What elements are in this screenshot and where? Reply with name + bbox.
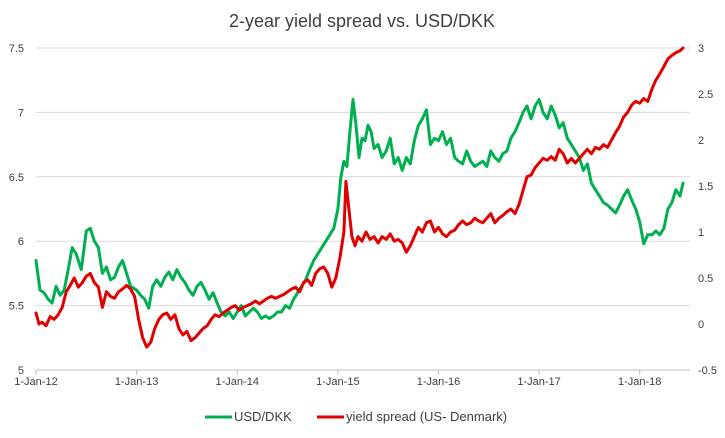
x-tick-label: 1-Jan-16	[417, 376, 460, 388]
y-left-tick-label: 6	[18, 236, 24, 248]
y-right-tick-label: 0.5	[698, 273, 713, 285]
y-right-tick-label: 3	[698, 43, 704, 55]
series-line-usd-dkk	[34, 98, 685, 320]
y-left-tick-label: 6.5	[9, 172, 24, 184]
x-tick-label: 1-Jan-14	[216, 376, 259, 388]
axes: 5 5.5 6 6.5 7 7.5 -0.5 0 0.5 1 1.5 2 2.5 3 1-Jan-12 1-J…	[9, 43, 717, 388]
y-right-tick-label: 0	[698, 319, 704, 331]
y-left-tick-label: 5	[18, 365, 24, 377]
y-left-tick-label: 7	[18, 107, 24, 119]
y-right-tick-label: 1	[698, 227, 704, 239]
chart-title: 2-year yield spread vs. USD/DKK	[229, 11, 495, 31]
x-tick-label: 1-Jan-18	[618, 376, 661, 388]
x-tick-label: 1-Jan-12	[14, 376, 57, 388]
grid-lines	[36, 47, 690, 371]
y-right-tick-label: 2.5	[698, 89, 713, 101]
legend-label-usd-dkk: USD/DKK	[234, 409, 292, 424]
x-tick-label: 1-Jan-13	[115, 376, 158, 388]
y-right-tick-label: 2	[698, 135, 704, 147]
legend: USD/DKK yield spread (US- Denmark)	[205, 409, 507, 424]
y-left-tick-label: 7.5	[9, 43, 24, 55]
x-tick-label: 1-Jan-17	[517, 376, 560, 388]
y-right-tick-label: 1.5	[698, 181, 713, 193]
legend-label-yield-spread: yield spread (US- Denmark)	[346, 409, 507, 424]
y-left-tick-label: 5.5	[9, 301, 24, 313]
series-layer	[34, 46, 685, 349]
y-right-tick-label: -0.5	[698, 365, 717, 377]
x-tick-label: 1-Jan-15	[316, 376, 359, 388]
series-line-yield-spread	[34, 46, 685, 349]
